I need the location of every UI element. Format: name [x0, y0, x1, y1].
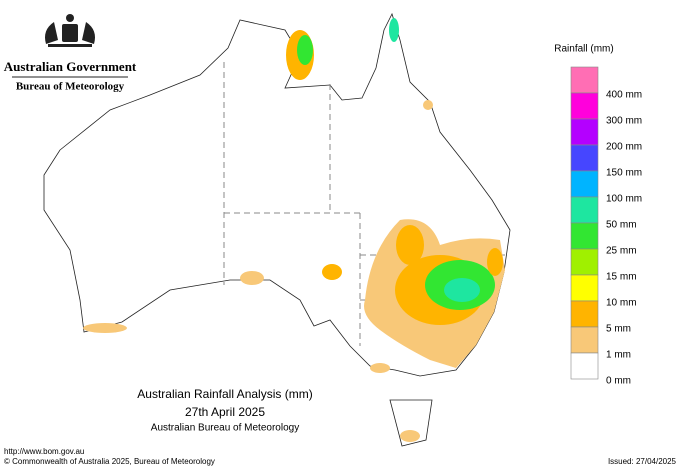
agency-name: Bureau of Meteorology: [16, 81, 125, 93]
legend-swatch: [570, 248, 599, 276]
footer-copyright: © Commonwealth of Australia 2025, Bureau…: [4, 457, 215, 466]
legend-swatch: [570, 118, 599, 146]
crest: [45, 14, 95, 47]
legend-label: 5 mm: [606, 324, 631, 335]
legend: 400 mm 300 mm 200 mm 150 mm 100 mm 50 mm 25 mm…: [570, 66, 642, 387]
caption-title: Australian Rainfall Analysis (mm): [137, 387, 312, 401]
legend-swatch: [570, 92, 599, 120]
legend-label: 50 mm: [606, 220, 637, 231]
caption-source: Australian Bureau of Meteorology: [151, 423, 299, 434]
government-name: Australian Government: [4, 59, 137, 74]
legend-swatch: [570, 352, 599, 380]
legend-label: 10 mm: [606, 298, 637, 309]
legend-label: 25 mm: [606, 246, 637, 257]
legend-swatch: [570, 222, 599, 250]
legend-label: 1 mm: [606, 350, 631, 361]
legend-swatch: [570, 196, 599, 224]
legend-label: 400 mm: [606, 90, 642, 101]
legend-title: Rainfall (mm): [554, 44, 613, 55]
legend-label: 100 mm: [606, 194, 642, 205]
legend-swatch: [570, 144, 599, 172]
footer-url: http://www.bom.gov.au: [4, 447, 84, 456]
legend-label: 0 mm: [606, 376, 631, 387]
legend-swatch: [570, 274, 599, 302]
legend-swatch: [570, 66, 599, 94]
caption-date: 27th April 2025: [185, 405, 265, 419]
legend-label: 200 mm: [606, 142, 642, 153]
map: [43, 12, 511, 447]
legend-label: 300 mm: [606, 116, 642, 127]
legend-label: 15 mm: [606, 272, 637, 283]
legend-swatch: [570, 326, 599, 354]
footer-issued: Issued: 27/04/2025: [608, 457, 677, 466]
legend-swatch: [570, 300, 599, 328]
legend-swatch: [570, 170, 599, 198]
legend-label: 150 mm: [606, 168, 642, 179]
